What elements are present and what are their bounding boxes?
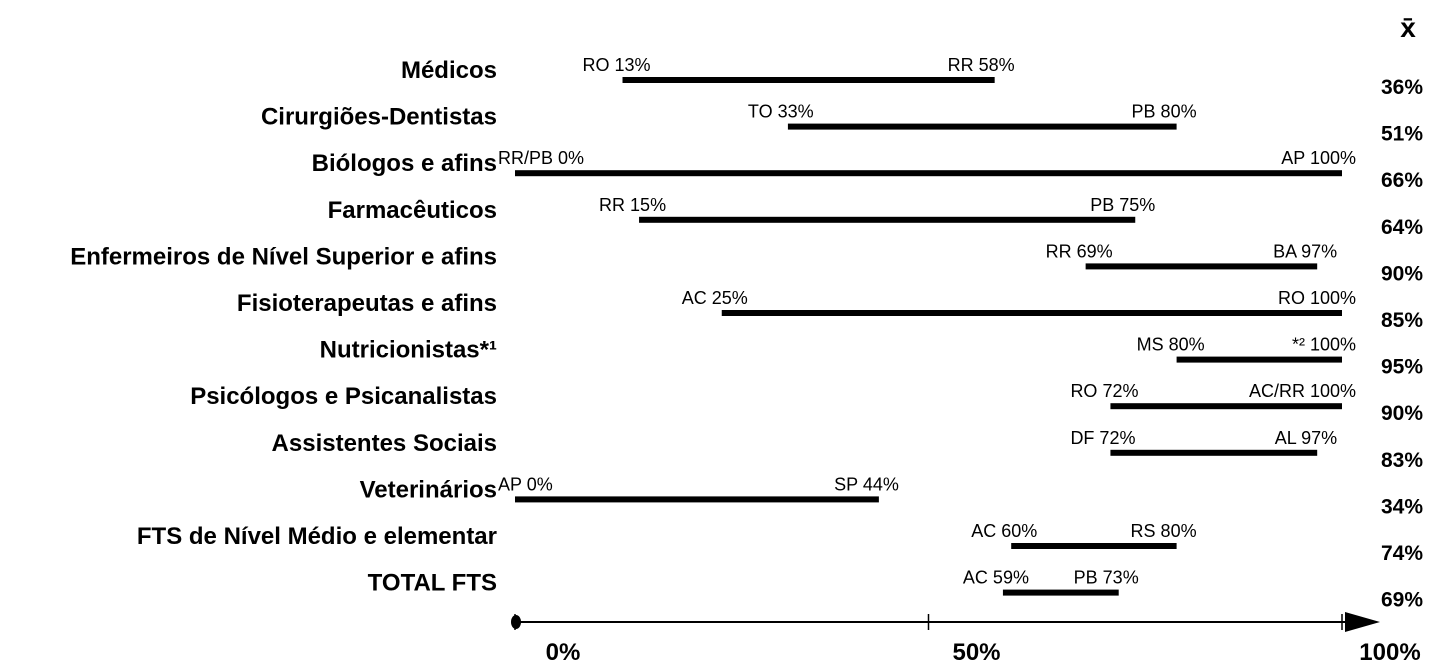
min-label: DF 72% (1070, 428, 1135, 448)
range-bar (1085, 263, 1318, 270)
max-label: AP 100% (1281, 148, 1356, 168)
category-label: Nutricionistas*¹ (320, 337, 497, 364)
mean-label: 36% (1381, 76, 1423, 99)
category-label: Enfermeiros de Nível Superior e afins (70, 243, 497, 270)
max-label: PB 73% (1074, 568, 1139, 588)
x-tick-label: 50% (952, 639, 1000, 664)
category-label: Médicos (401, 57, 497, 84)
min-label: RR/PB 0% (498, 148, 584, 168)
axis-start-dot (511, 615, 521, 629)
mean-label: 34% (1381, 495, 1423, 518)
category-label: Assistentes Sociais (272, 430, 497, 457)
max-label: *² 100% (1292, 335, 1356, 355)
mean-label: 69% (1381, 589, 1423, 612)
min-label: RO 72% (1070, 381, 1138, 401)
max-label: RR 58% (948, 55, 1015, 75)
x-tick-label: 100% (1359, 639, 1420, 664)
range-bar (1110, 449, 1318, 456)
range-bar (1176, 356, 1342, 363)
min-label: RO 13% (583, 55, 651, 75)
range-bar (1110, 403, 1342, 410)
min-label: TO 33% (748, 102, 814, 122)
category-label: TOTAL FTS (368, 570, 497, 597)
mean-label: 90% (1381, 402, 1423, 425)
mean-label: 83% (1381, 449, 1423, 472)
range-bar (721, 310, 1342, 316)
max-label: BA 97% (1273, 241, 1337, 261)
category-label: Biólogos e afins (312, 150, 497, 177)
axis-arrow (1345, 612, 1380, 632)
max-label: SP 44% (834, 474, 899, 494)
mean-label: 95% (1381, 356, 1423, 379)
mean-label: 51% (1381, 123, 1423, 146)
max-label: PB 75% (1090, 195, 1155, 215)
max-label: RS 80% (1131, 521, 1197, 541)
mean-label: 74% (1381, 542, 1423, 565)
category-label: Farmacêuticos (328, 197, 497, 224)
min-label: AC 25% (682, 288, 748, 308)
max-label: AC/RR 100% (1249, 381, 1356, 401)
max-label: PB 80% (1132, 102, 1197, 122)
range-bar (639, 216, 1136, 223)
max-label: RO 100% (1278, 288, 1356, 308)
max-label: AL 97% (1275, 428, 1337, 448)
mean-label: 90% (1381, 262, 1423, 285)
min-label: RR 15% (599, 195, 666, 215)
range-bar (787, 123, 1177, 130)
min-label: AC 60% (971, 521, 1037, 541)
mean-label: 64% (1381, 216, 1423, 239)
min-label: MS 80% (1137, 335, 1205, 355)
category-label: Fisioterapeutas e afins (237, 290, 497, 317)
mean-label: 66% (1381, 169, 1423, 192)
range-bar (622, 77, 995, 83)
range-bar (515, 496, 879, 503)
min-label: AC 59% (963, 568, 1029, 588)
min-label: RR 69% (1046, 241, 1113, 261)
category-label: Cirurgiões-Dentistas (261, 104, 497, 131)
mean-header: x̄ (1400, 12, 1416, 43)
category-label: FTS de Nível Médio e elementar (137, 523, 497, 550)
category-label: Psicólogos e Psicanalistas (190, 383, 497, 410)
range-bar (515, 170, 1342, 177)
x-tick-label: 0% (546, 639, 581, 664)
category-label: Veterinários (360, 476, 497, 503)
range-bar (1002, 589, 1119, 596)
min-label: AP 0% (498, 474, 553, 494)
range-bar (1011, 543, 1177, 549)
mean-label: 85% (1381, 309, 1423, 332)
